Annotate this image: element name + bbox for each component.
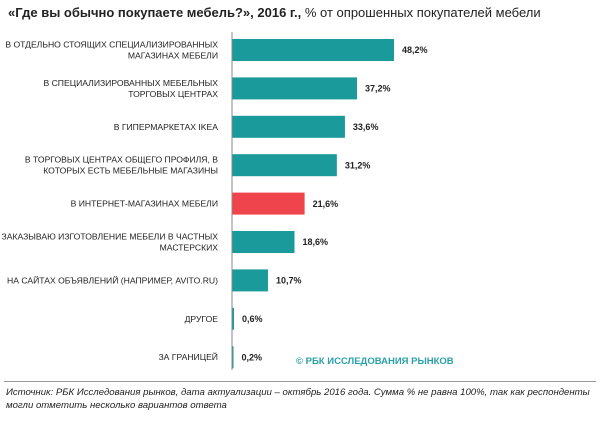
- bar-4: [232, 154, 337, 177]
- bar-7: [232, 269, 268, 292]
- chart-title-bold: «Где вы обычно покупаете мебель?», 2016 …: [8, 5, 302, 20]
- value-label-1: 48,2%: [402, 45, 428, 55]
- bar-chart: 48,2% В ОТДЕЛЬНО СТОЯЩИХ СПЕЦИАЛИЗИРОВАНН…: [2, 32, 428, 370]
- value-label-6: 18,6%: [303, 237, 329, 247]
- bar-2: [232, 77, 358, 100]
- value-label-4: 31,2%: [345, 160, 371, 170]
- category-label-7: НА САЙТАХ ОБЪЯВЛЕНИЙ (НАПРИМЕР, AVITO.RU…: [7, 274, 218, 285]
- bar-8: [232, 307, 235, 330]
- category-label-5: В ИНТЕРНЕТ-МАГАЗИНАХ МЕБЕЛИ: [71, 199, 218, 209]
- category-label-3: В ГИПЕРМАРКЕТАХ IKEA: [114, 122, 219, 132]
- category-label-4: В ТОРГОВЫХ ЦЕНТРАХ ОБЩЕГО ПРОФИЛЯ, В КОТО…: [25, 155, 218, 176]
- bar-1: [232, 39, 394, 61]
- value-label-5: 21,6%: [313, 199, 339, 209]
- category-label-2: В СПЕЦИАЛИЗИРОВАННЫХ МЕБЕЛЬНЫХ ТОРГОВЫХ Ц…: [43, 78, 218, 99]
- chart-title-rest: % от опрошенных покупателей мебели: [301, 5, 541, 20]
- value-label-8: 0,6%: [242, 314, 263, 324]
- value-label-3: 33,6%: [353, 122, 379, 132]
- category-label-1: В ОТДЕЛЬНО СТОЯЩИХ СПЕЦИАЛИЗИРОВАННЫХ МАГ…: [5, 40, 218, 61]
- bar-3: [232, 115, 345, 138]
- value-label-9: 0,2%: [242, 352, 263, 362]
- bar-6: [232, 231, 295, 253]
- source-note: Источник: РБК Исследования рынков, дата …: [6, 387, 590, 411]
- category-label-8: ДРУГОЕ: [185, 314, 219, 324]
- bar-5: [232, 192, 305, 215]
- category-label-9: ЗА ГРАНИЦЕЙ: [158, 351, 218, 362]
- chart-title: «Где вы обычно покупаете мебель?», 2016 …: [8, 5, 598, 20]
- bar-9: [232, 346, 234, 369]
- value-label-2: 37,2%: [365, 84, 391, 94]
- category-label-6: ЗАКАЗЫВАЮ ИЗГОТОВЛЕНИЕ МЕБЕЛИ В ЧАСТНЫХ М…: [2, 232, 219, 253]
- divider: [4, 381, 596, 382]
- copyright-label: © РБК ИССЛЕДОВАНИЯ РЫНКОВ: [296, 356, 454, 367]
- value-label-7: 10,7%: [276, 276, 302, 286]
